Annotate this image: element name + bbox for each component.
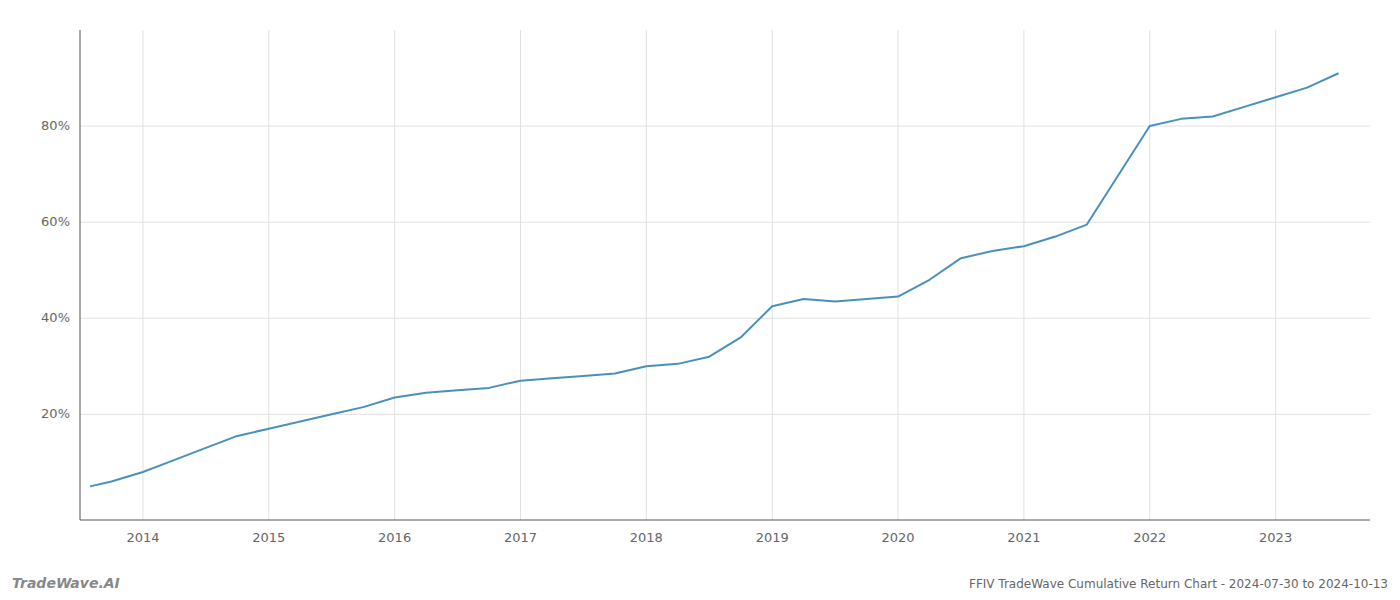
plot-area: [90, 73, 1338, 486]
x-grid-line: [1149, 30, 1150, 520]
chart: 2014 2015 2016 2017 2018 2019 2020 2021 2022 2023…: [0, 0, 1400, 600]
x-tick-label: 2022: [1133, 530, 1166, 545]
x-grid-line: [1275, 30, 1276, 520]
y-tick-label: 60%: [41, 214, 70, 229]
y-grid-line: [80, 126, 1370, 127]
page: {"chart_data": {"type": "line", "title":…: [0, 0, 1400, 600]
grid: [80, 30, 1370, 520]
watermark: TradeWave.AI: [12, 575, 120, 591]
x-tick-label: 2014: [126, 530, 159, 545]
x-grid-line: [898, 30, 899, 520]
y-grid-line: [80, 222, 1370, 223]
y-tick-label: 20%: [41, 406, 70, 421]
title: FFIV TradeWave Cumulative Return Chart -…: [969, 577, 1388, 591]
x-grid-line: [772, 30, 773, 520]
x-grid-line: [520, 30, 521, 520]
y-tick-label: 40%: [41, 310, 70, 325]
x-tick-label: 2023: [1259, 530, 1292, 545]
x-tick-label: 2015: [252, 530, 285, 545]
x-grid-line: [394, 30, 395, 520]
x-grid-line: [142, 30, 143, 520]
x-tick-label: 2020: [882, 530, 915, 545]
y-grid-line: [80, 318, 1370, 319]
axes: 2014 2015 2016 2017 2018 2019 2020 2021 2022 2023…: [41, 30, 1370, 545]
x-tick-label: 2017: [504, 530, 537, 545]
x-grid-line: [1023, 30, 1024, 520]
x-grid-line: [646, 30, 647, 520]
x-axis-line: [80, 520, 1370, 521]
x-tick-label: 2016: [378, 530, 411, 545]
y-grid-line: [80, 414, 1370, 415]
x-grid-line: [268, 30, 269, 520]
x-tick-label: 2019: [756, 530, 789, 545]
y-axis-line: [80, 30, 81, 520]
x-tick-label: 2018: [630, 530, 663, 545]
line: [90, 73, 1338, 486]
x-tick-label: 2021: [1007, 530, 1040, 545]
y-tick-label: 80%: [41, 118, 70, 133]
